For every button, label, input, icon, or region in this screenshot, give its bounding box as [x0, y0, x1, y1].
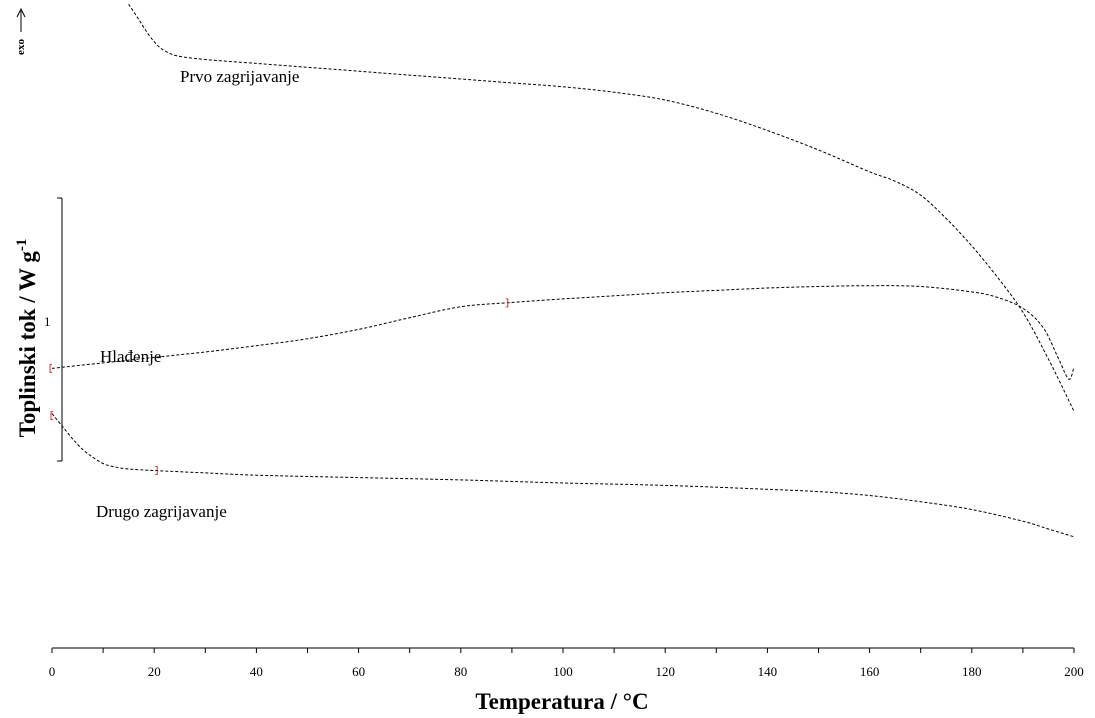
- series-line-3: [51, 413, 1075, 538]
- range-marker: [155, 466, 158, 476]
- x-tick-label: 40: [250, 664, 263, 679]
- x-tick-label: 20: [148, 664, 161, 679]
- x-tick-label: 100: [553, 664, 573, 679]
- series-label-hladenje: Hlađenje: [100, 347, 161, 366]
- markers-layer: [49, 298, 509, 476]
- x-axis-title: Temperatura / °C: [475, 689, 648, 714]
- x-tick-label: 180: [962, 664, 982, 679]
- curves-layer: [51, 3, 1075, 538]
- x-tick-label: 140: [758, 664, 778, 679]
- series-label-drugo-zagrijavanje: Drugo zagrijavanje: [96, 502, 227, 521]
- range-marker: [505, 298, 509, 308]
- exo-label: exo: [15, 39, 27, 55]
- exo-arrow-head: [16, 7, 26, 18]
- scale-bar-label: 1: [44, 314, 51, 329]
- x-tick-label: 60: [352, 664, 365, 679]
- y-axis-title-main: Toplinski tok / W g: [15, 251, 40, 438]
- y-axis-title: Toplinski tok / W g-1: [14, 239, 40, 438]
- series-label-prvo-zagrijavanje: Prvo zagrijavanje: [180, 67, 299, 86]
- series-line-2: [51, 285, 1075, 380]
- series-line-1: [128, 3, 1075, 412]
- x-ticks: 0 20 40 60 80 100 120 140 160 180 200: [49, 648, 1084, 679]
- range-marker: [50, 411, 53, 421]
- x-tick-label: 200: [1064, 664, 1084, 679]
- x-tick-label: 0: [49, 664, 56, 679]
- x-tick-label: 120: [655, 664, 675, 679]
- y-axis-title-superscript: -1: [14, 239, 30, 252]
- x-tick-label: 160: [860, 664, 880, 679]
- svg-text:Toplinski tok / W g-1: Toplinski tok / W g-1: [14, 239, 40, 438]
- y-scale-bar: [57, 197, 63, 462]
- exo-arrow-icon: [16, 7, 26, 32]
- exo-indicator: exo: [15, 7, 27, 55]
- range-marker: [49, 363, 52, 373]
- x-tick-label: 80: [454, 664, 467, 679]
